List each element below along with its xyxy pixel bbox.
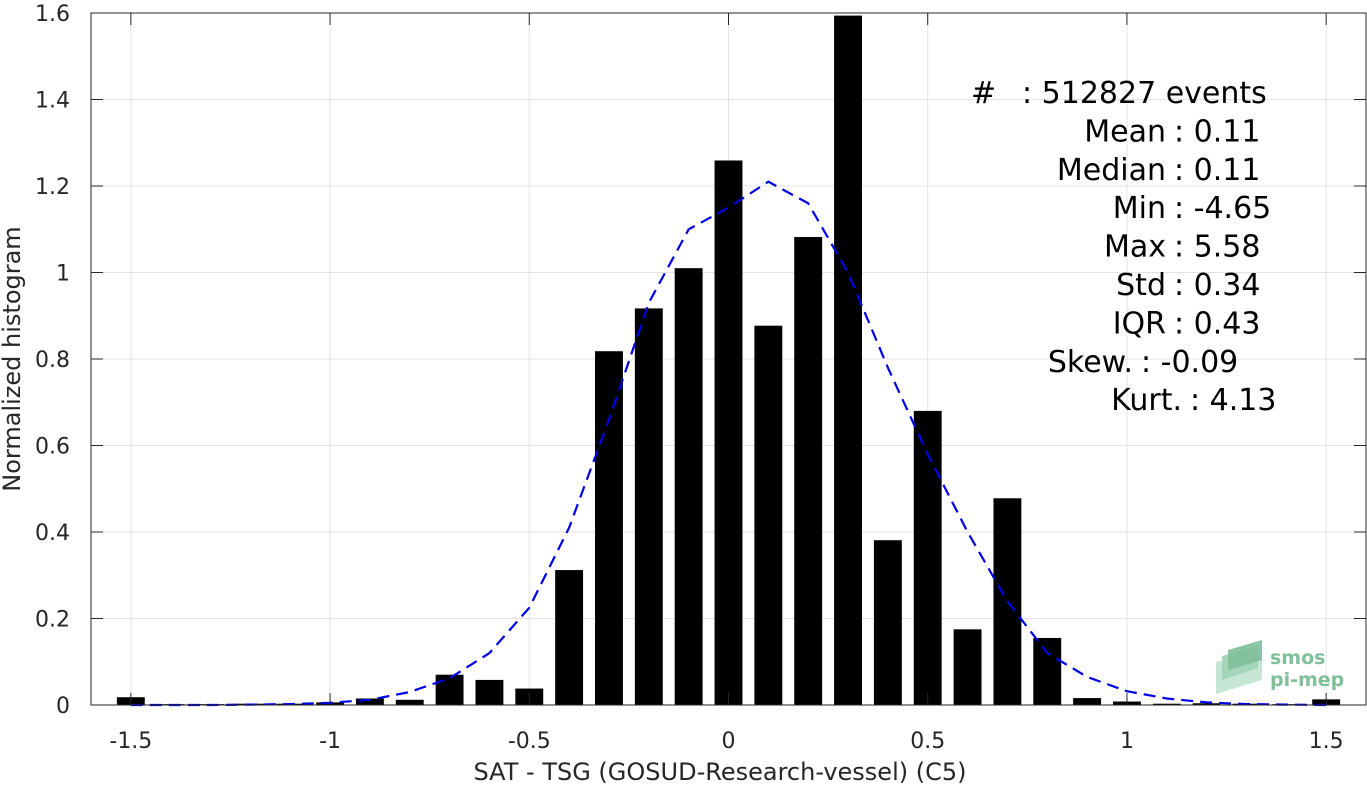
stat-value: : 5.58	[1174, 230, 1260, 265]
x-tick-label: 0.5	[910, 729, 945, 754]
histogram-bar	[555, 570, 584, 705]
y-tick-label: 0.2	[35, 608, 70, 633]
axis-ticks	[91, 12, 1366, 706]
stat-label: Std	[1116, 268, 1166, 303]
stat-label: IQR	[1113, 306, 1166, 341]
histogram-bar	[435, 674, 464, 705]
y-tick-label: 1.2	[35, 175, 70, 200]
histogram-bar	[674, 268, 703, 705]
stat-label: #	[971, 76, 996, 111]
histogram-bar	[475, 679, 504, 705]
x-tick-label: -0.5	[508, 729, 551, 754]
y-axis-label: Normalized histogram	[0, 226, 26, 491]
y-tick-label: 1.4	[35, 89, 70, 114]
x-tick-label: 1	[1120, 729, 1134, 754]
histogram-bar	[1073, 698, 1102, 705]
histogram-bar	[834, 15, 862, 706]
x-tick-label: 0	[722, 729, 736, 754]
histogram-bar	[953, 629, 982, 705]
stat-value: : -0.09	[1141, 345, 1238, 380]
histogram-bars	[116, 15, 1341, 706]
smos-pi-mep-logo: smos pi-mep	[1216, 640, 1344, 694]
stat-label: Min	[1113, 191, 1166, 226]
stat-label: Kurt.	[1111, 383, 1182, 418]
stat-value: : 4.13	[1190, 383, 1276, 418]
histogram-bar	[1152, 703, 1181, 705]
y-tick-label: 0.6	[35, 435, 70, 460]
histogram-bar	[1192, 703, 1221, 705]
stat-label: Mean	[1084, 114, 1166, 149]
histogram-bar	[1033, 637, 1062, 705]
stat-label: Median	[1057, 153, 1166, 188]
y-tick-label: 0	[56, 694, 70, 719]
stat-label: Skew.	[1048, 345, 1133, 380]
histogram-bar	[355, 698, 384, 705]
histogram-bar	[794, 237, 823, 705]
histogram-bar	[913, 410, 942, 705]
stat-value: : 512827 events	[1022, 76, 1267, 111]
x-tick-labels: -1.5 -1 -0.5 0 0.5 1 1.5	[109, 729, 1343, 754]
logo-text-smos: smos	[1270, 647, 1325, 669]
histogram-bar	[873, 540, 902, 705]
histogram-bar	[634, 308, 663, 705]
histogram-bar	[595, 351, 623, 705]
stat-value: : 0.11	[1174, 114, 1260, 149]
stat-value: : -4.65	[1174, 191, 1271, 226]
logo-text-pi-mep: pi-mep	[1270, 669, 1344, 691]
y-tick-labels: 0 0.2 0.4 0.6 0.8 1 1.2 1.4 1.6	[35, 2, 70, 719]
x-axis-label: SAT - TSG (GOSUD-Research-vessel) (C5)	[474, 758, 967, 785]
y-tick-label: 1.6	[35, 2, 70, 27]
histogram-bar	[754, 325, 783, 705]
y-tick-label: 1	[56, 262, 70, 287]
x-tick-label: -1	[319, 729, 341, 754]
stat-value: : 0.43	[1174, 306, 1260, 341]
stat-value: : 0.34	[1174, 268, 1260, 303]
x-tick-label: 1.5	[1309, 729, 1344, 754]
y-tick-label: 0.8	[35, 348, 70, 373]
histogram-bar	[395, 699, 424, 705]
logo-waves-icon	[1216, 640, 1262, 694]
x-tick-label: -1.5	[109, 729, 152, 754]
y-tick-label: 0.4	[35, 521, 70, 546]
stat-value: : 0.11	[1174, 153, 1260, 188]
stat-label: Max	[1104, 230, 1166, 265]
histogram-bar	[714, 160, 743, 706]
